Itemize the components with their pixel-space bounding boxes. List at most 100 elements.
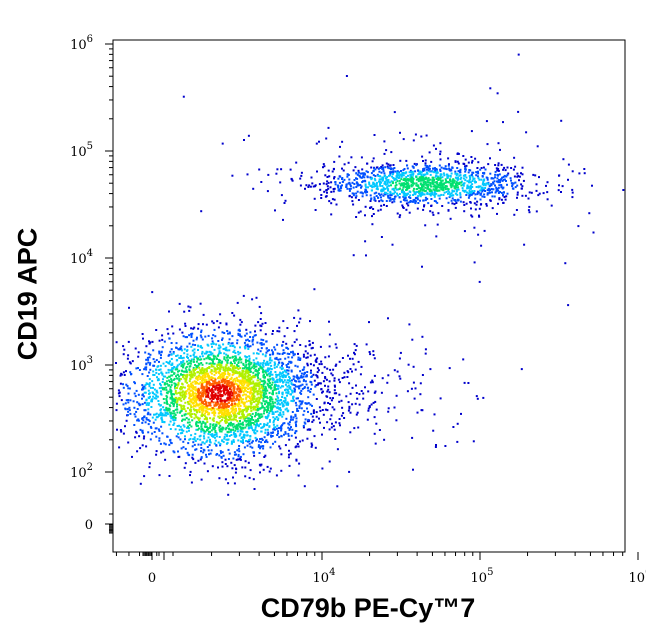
event-dot xyxy=(398,216,401,219)
event-dot xyxy=(230,381,233,384)
event-dot xyxy=(229,378,232,381)
event-dot xyxy=(257,392,260,395)
event-dot xyxy=(137,393,140,396)
event-dot xyxy=(334,343,337,346)
event-dot xyxy=(499,191,501,193)
event-dot xyxy=(383,192,386,195)
event-dot xyxy=(227,398,230,401)
event-dot xyxy=(216,365,219,368)
event-dot xyxy=(257,419,260,422)
event-dot xyxy=(228,427,230,430)
event-dot xyxy=(158,360,160,363)
event-dot xyxy=(324,384,326,387)
event-dot xyxy=(500,184,503,186)
event-dot xyxy=(190,374,193,377)
event-dot xyxy=(168,337,171,340)
event-dot xyxy=(464,166,467,169)
event-dot xyxy=(141,397,143,400)
event-dot xyxy=(242,380,245,383)
event-dot xyxy=(446,187,449,190)
event-dot xyxy=(483,179,486,182)
event-dot xyxy=(369,194,372,197)
event-dot xyxy=(309,363,312,366)
event-dot xyxy=(141,333,144,335)
event-dot xyxy=(351,403,354,406)
event-dot xyxy=(219,450,222,453)
event-dot xyxy=(206,428,208,431)
event-dot xyxy=(323,402,326,405)
event-dot xyxy=(260,463,263,466)
event-dot xyxy=(447,157,450,160)
event-dot xyxy=(417,178,420,181)
event-dot xyxy=(217,352,220,355)
event-dot xyxy=(253,488,256,490)
event-dot xyxy=(210,434,213,437)
event-dot xyxy=(334,421,337,424)
event-dot xyxy=(286,373,289,376)
event-dot xyxy=(288,353,291,355)
event-dot xyxy=(202,381,205,384)
event-dot xyxy=(393,189,396,192)
event-dot xyxy=(472,440,475,443)
event-dot xyxy=(218,358,220,361)
event-dot xyxy=(260,413,263,416)
event-dot xyxy=(465,202,468,205)
event-dot xyxy=(497,169,500,172)
event-dot xyxy=(355,172,358,175)
event-dot xyxy=(169,411,172,414)
event-dot xyxy=(120,373,123,376)
event-dot xyxy=(397,177,400,179)
event-dot xyxy=(137,418,140,421)
event-dot xyxy=(312,393,315,396)
event-dot xyxy=(550,204,553,207)
event-dot xyxy=(306,364,309,367)
event-dot xyxy=(292,395,295,398)
event-dot xyxy=(373,196,376,199)
event-dot xyxy=(494,170,497,173)
event-dot xyxy=(274,398,277,401)
event-dot xyxy=(267,383,269,386)
event-dot xyxy=(341,406,344,409)
event-dot xyxy=(470,214,473,217)
event-dot xyxy=(227,332,229,335)
event-dot xyxy=(219,444,222,447)
event-dot xyxy=(201,355,204,358)
event-dot xyxy=(217,384,220,387)
event-dot xyxy=(214,431,217,434)
event-dot xyxy=(373,185,375,188)
event-dot xyxy=(247,385,250,388)
event-dot xyxy=(225,346,228,349)
event-dot xyxy=(217,466,219,469)
event-dot xyxy=(455,188,458,191)
event-dot xyxy=(325,378,328,381)
event-dot xyxy=(189,437,192,440)
event-dot xyxy=(293,353,296,356)
event-dot xyxy=(142,395,145,398)
event-dot xyxy=(225,377,228,380)
event-dot xyxy=(219,352,222,355)
event-dot xyxy=(266,190,269,193)
event-dot xyxy=(346,175,349,178)
event-dot xyxy=(148,382,151,385)
event-dot xyxy=(244,347,247,350)
event-dot xyxy=(254,415,256,418)
event-dot xyxy=(439,150,442,153)
event-dot xyxy=(358,403,361,406)
event-dot xyxy=(300,174,303,177)
event-dot xyxy=(199,355,202,358)
event-dot xyxy=(258,440,261,443)
event-dot xyxy=(410,174,413,177)
event-dot xyxy=(266,411,268,414)
event-dot xyxy=(238,333,241,336)
event-dot xyxy=(338,418,341,420)
event-dot xyxy=(304,422,307,425)
event-dot xyxy=(298,407,301,409)
event-dot xyxy=(422,193,425,196)
event-dot xyxy=(233,346,236,349)
event-dot xyxy=(290,426,292,429)
event-dot xyxy=(252,394,255,397)
event-dot xyxy=(275,416,278,418)
event-dot xyxy=(224,478,227,481)
event-dot xyxy=(328,175,331,178)
event-dot xyxy=(471,171,474,174)
